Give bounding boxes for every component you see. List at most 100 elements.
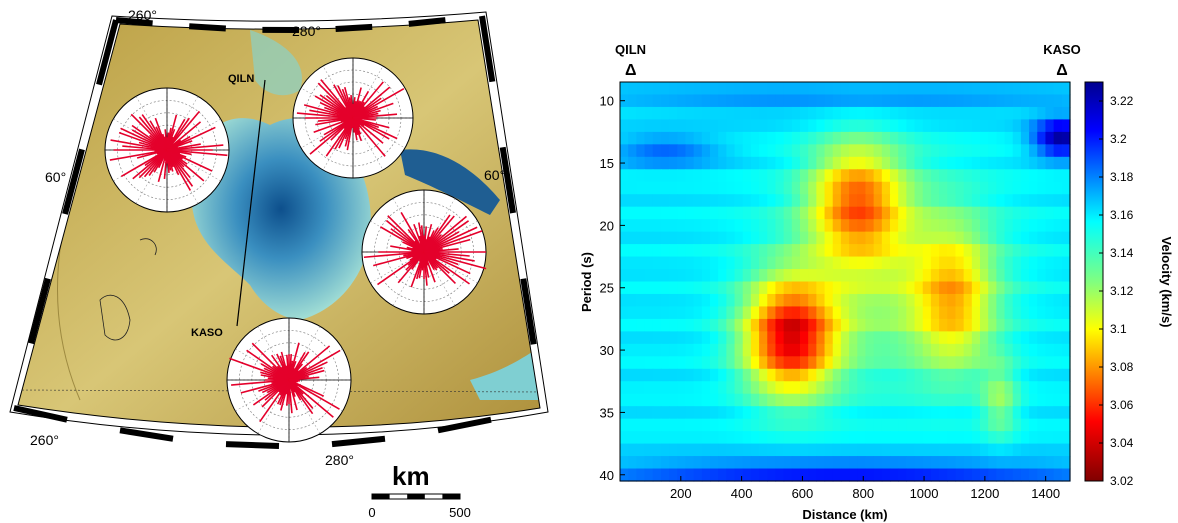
heatmap-cell: [914, 393, 924, 407]
heatmap-cell: [840, 82, 850, 96]
heatmap-cell: [1004, 169, 1014, 183]
heatmap-cell: [742, 94, 752, 108]
heatmap-cell: [669, 119, 678, 133]
heatmap-cell: [791, 169, 801, 183]
heatmap-cell: [742, 231, 752, 245]
heatmap-cell: [1037, 318, 1047, 332]
heatmap-cell: [669, 269, 678, 283]
heatmap-cell: [669, 306, 678, 320]
heatmap-cell: [644, 144, 654, 158]
heatmap-cell: [775, 293, 785, 308]
heatmap-cell: [1045, 82, 1055, 96]
heatmap-cell: [930, 306, 940, 320]
heatmap-cell: [726, 431, 736, 445]
heatmap-cell: [701, 256, 711, 270]
heatmap-cell: [808, 406, 817, 420]
heatmap-cell: [996, 281, 1006, 295]
heatmap-cell: [980, 281, 989, 295]
heatmap-cell: [1053, 181, 1063, 195]
heatmap-cell: [726, 269, 736, 283]
heatmap-cell: [890, 406, 899, 420]
heatmap-cell: [636, 418, 646, 432]
heatmap-cell: [718, 281, 727, 295]
heatmap-cell: [734, 82, 744, 96]
heatmap-cell: [881, 181, 891, 195]
heatmap-cell: [996, 406, 1006, 420]
heatmap-cell: [898, 368, 907, 382]
heatmap-cell: [677, 119, 687, 133]
heatmap-cell: [693, 431, 703, 445]
heatmap-cell: [922, 356, 932, 370]
heatmap-cell: [742, 381, 752, 395]
heatmap-cell: [808, 269, 817, 283]
heatmap-cell: [947, 281, 957, 295]
heatmap-cell: [701, 94, 711, 108]
heatmap-cell: [677, 206, 687, 220]
colorbar-tick-label: 3.16: [1110, 208, 1134, 222]
heatmap-cell: [1061, 119, 1071, 133]
heatmap-cell: [1045, 293, 1055, 308]
heatmap-cell: [636, 343, 646, 357]
heatmap-cell: [996, 94, 1006, 108]
heatmap-cell: [955, 231, 965, 245]
heatmap-cell: [759, 82, 768, 96]
heatmap-cell: [1029, 293, 1038, 308]
heatmap-cell: [914, 431, 924, 445]
heatmap-cell: [726, 443, 736, 457]
heatmap-cell: [898, 343, 907, 357]
heatmap-cell: [988, 393, 997, 407]
heatmap-cell: [988, 381, 997, 395]
heatmap-cell: [824, 281, 834, 295]
heatmap-cell: [832, 144, 842, 158]
heatmap-cell: [1029, 119, 1038, 133]
heatmap-cell: [1061, 206, 1071, 220]
heatmap-cell: [849, 393, 858, 407]
heatmap-cell: [971, 331, 981, 345]
heatmap-cell: [808, 106, 817, 121]
heatmap-cell: [791, 219, 801, 233]
heatmap-cell: [939, 256, 948, 270]
heatmap-cell: [890, 281, 899, 295]
heatmap-cell: [693, 231, 703, 245]
heatmap-cell: [1037, 94, 1047, 108]
heatmap-cell: [906, 181, 916, 195]
heatmap-cell: [808, 343, 817, 357]
heatmap-cell: [922, 418, 932, 432]
heatmap-cell: [881, 356, 891, 370]
heatmap-cell: [710, 194, 719, 208]
heatmap-cell: [775, 82, 785, 96]
heatmap-cell: [775, 244, 785, 258]
heatmap-cell: [947, 306, 957, 320]
heatmap-cell: [980, 156, 989, 170]
heatmap-cell: [857, 244, 867, 258]
heatmap-cell: [644, 393, 654, 407]
heatmap-cell: [955, 106, 965, 121]
heatmap-cell: [726, 456, 736, 470]
heatmap-cell: [906, 406, 916, 420]
heatmap-cell: [750, 269, 760, 283]
heatmap-cell: [734, 181, 744, 195]
heatmap-cell: [922, 131, 932, 145]
heatmap-cell: [652, 281, 662, 295]
heatmap-cell: [857, 144, 867, 158]
heatmap-cell: [939, 318, 948, 332]
heatmap-cell: [922, 244, 932, 258]
colorbar-tick-label: 3.02: [1110, 474, 1134, 488]
heatmap-cell: [865, 456, 875, 470]
heatmap-cell: [800, 443, 809, 457]
heatmap-cell: [824, 418, 834, 432]
heatmap-cell: [996, 131, 1006, 145]
heatmap-cell: [718, 356, 727, 370]
heatmap-cell: [808, 194, 817, 208]
heatmap-cell: [1004, 331, 1014, 345]
x-tick-label: 600: [792, 486, 814, 501]
heatmap-cell: [685, 169, 695, 183]
heatmap-cell: [971, 381, 981, 395]
heatmap-cell: [710, 181, 719, 195]
heatmap-cell: [660, 468, 670, 482]
station-symbol-qiln: Δ: [625, 62, 637, 79]
heatmap-cell: [873, 356, 883, 370]
heatmap-cell: [955, 318, 965, 332]
heatmap-cell: [734, 393, 744, 407]
heatmap-cell: [906, 131, 916, 145]
